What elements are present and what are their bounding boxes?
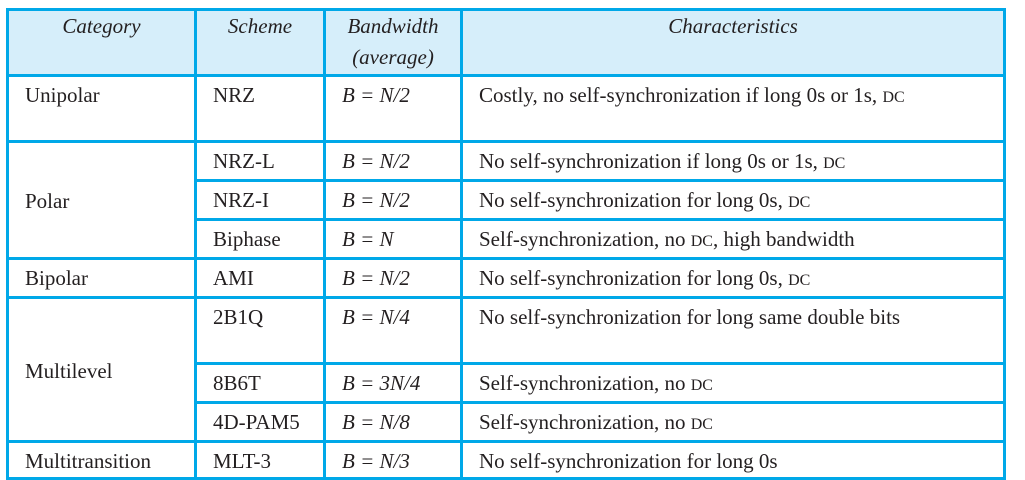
characteristics-text: Costly, no self-synchronization if long …: [479, 83, 878, 107]
bandwidth-cell: B = N/2: [323, 74, 463, 143]
category-cell: Bipolar: [6, 257, 197, 299]
bandwidth-formula: B = N/8: [342, 410, 410, 434]
characteristics-cell: Self-synchronization, no DC: [460, 362, 1006, 404]
bandwidth-cell: B = N: [323, 218, 463, 260]
bandwidth-formula: B = N/2: [342, 266, 410, 290]
table-row: Multilevel 2B1Q B = N/4 No self-synchron…: [6, 296, 1006, 443]
bandwidth-formula: B = N/4: [342, 305, 410, 329]
header-bandwidth-sub: (average): [352, 45, 434, 69]
bandwidth-cell: B = N/3: [323, 440, 463, 480]
characteristics-cell: No self-synchronization for long 0s, DC: [460, 179, 1006, 221]
header-bandwidth-label: Bandwidth: [347, 14, 439, 38]
category-cell: Multilevel: [6, 296, 197, 443]
characteristics-text: No self-synchronization if long 0s or 1s…: [479, 149, 818, 173]
dc-label: DC: [882, 89, 905, 106]
characteristics-text: No self-synchronization for long 0s,: [479, 266, 783, 290]
scheme-cell: NRZ: [194, 74, 326, 143]
header-bandwidth: Bandwidth (average): [323, 8, 463, 77]
bandwidth-cell: B = 3N/4: [323, 362, 463, 404]
bandwidth-formula: B = N/2: [342, 188, 410, 212]
table-row: Bipolar AMI B = N/2 No self-synchronizat…: [6, 257, 1006, 299]
table-row: Biphase B = N Self-synchronization, no D…: [8, 218, 1006, 260]
dc-label: DC: [690, 377, 713, 394]
category-cell: Polar: [6, 140, 197, 260]
characteristics-cell: No self-synchronization for long same do…: [460, 296, 1006, 365]
characteristics-cell: No self-synchronization for long 0s, DC: [460, 257, 1006, 299]
scheme-cell: NRZ-L: [194, 140, 326, 182]
scheme-cell: 8B6T: [194, 362, 326, 404]
characteristics-tail: , high bandwidth: [712, 227, 855, 251]
scheme-cell: 2B1Q: [194, 296, 326, 365]
characteristics-text: No self-synchronization for long 0s,: [479, 188, 783, 212]
table-row: 4D-PAM5 B = N/8 Self-synchronization, no…: [8, 401, 1006, 443]
bandwidth-formula: B = N/2: [342, 149, 410, 173]
header-category: Category: [6, 8, 197, 77]
scheme-cell: AMI: [194, 257, 326, 299]
characteristics-text: Self-synchronization, no: [479, 227, 686, 251]
bandwidth-cell: B = N/4: [323, 296, 463, 365]
scheme-cell: 4D-PAM5: [194, 401, 326, 443]
header-row: Category Scheme Bandwidth (average) Chara…: [6, 8, 1006, 77]
header-scheme: Scheme: [194, 8, 326, 77]
scheme-cell: MLT-3: [194, 440, 326, 480]
table-row: Unipolar NRZ B = N/2 Costly, no self-syn…: [6, 74, 1006, 143]
characteristics-cell: No self-synchronization for long 0s: [460, 440, 1006, 480]
characteristics-cell: Self-synchronization, no DC: [460, 401, 1006, 443]
table-row: NRZ-I B = N/2 No self-synchronization fo…: [8, 179, 1006, 221]
dc-label: DC: [823, 155, 846, 172]
header-characteristics: Characteristics: [460, 8, 1006, 77]
dc-label: DC: [788, 194, 811, 211]
scheme-cell: NRZ-I: [194, 179, 326, 221]
bandwidth-cell: B = N/2: [323, 257, 463, 299]
bandwidth-cell: B = N/2: [323, 179, 463, 221]
dc-label: DC: [788, 272, 811, 289]
dc-label: DC: [690, 416, 713, 433]
bandwidth-cell: B = N/8: [323, 401, 463, 443]
bandwidth-formula: B = N/3: [342, 449, 410, 473]
characteristics-text: Self-synchronization, no: [479, 371, 686, 395]
category-cell: Multitransition: [6, 440, 197, 480]
characteristics-cell: Costly, no self-synchronization if long …: [460, 74, 1006, 143]
dc-label: DC: [690, 233, 713, 250]
bandwidth-formula: B = N: [342, 227, 394, 251]
table-row: Multitransition MLT-3 B = N/3 No self-sy…: [6, 440, 1006, 480]
scheme-cell: Biphase: [194, 218, 326, 260]
bandwidth-formula: B = N/2: [342, 83, 410, 107]
characteristics-cell: No self-synchronization if long 0s or 1s…: [460, 140, 1006, 182]
table-row: 8B6T B = 3N/4 Self-synchronization, no D…: [8, 362, 1006, 404]
characteristics-cell: Self-synchronization, no DC, high bandwi…: [460, 218, 1006, 260]
table-row: Polar NRZ-L B = N/2 No self-synchronizat…: [6, 140, 1006, 260]
bandwidth-cell: B = N/2: [323, 140, 463, 182]
characteristics-text: Self-synchronization, no: [479, 410, 686, 434]
category-cell: Unipolar: [6, 74, 197, 143]
line-coding-summary-table: Category Scheme Bandwidth (average) Chara…: [6, 8, 1006, 480]
bandwidth-formula: B = 3N/4: [342, 371, 421, 395]
